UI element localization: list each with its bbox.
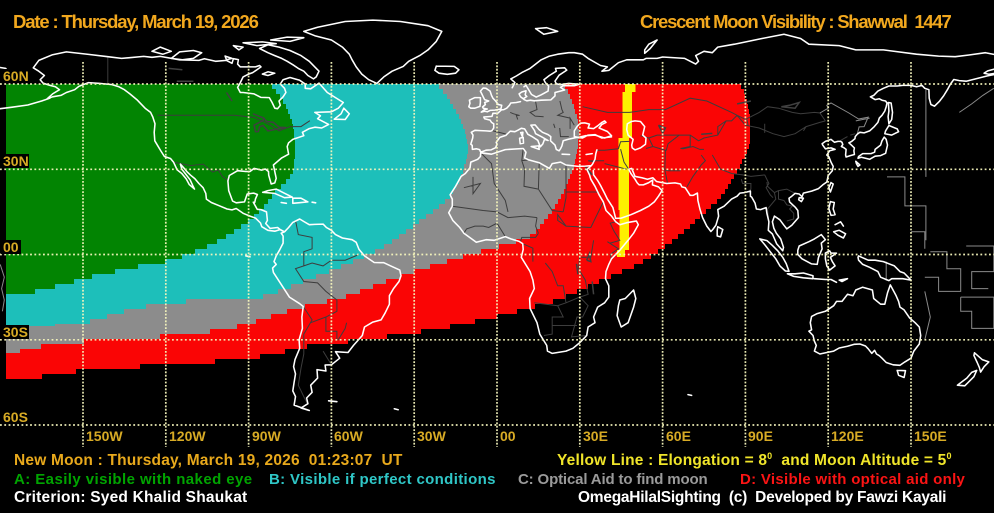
svg-text:60E: 60E <box>666 428 691 444</box>
svg-text:150E: 150E <box>914 428 947 444</box>
svg-text:90E: 90E <box>748 428 773 444</box>
svg-text:30E: 30E <box>583 428 608 444</box>
svg-text:60W: 60W <box>334 428 364 444</box>
svg-text:00: 00 <box>500 428 516 444</box>
svg-text:90W: 90W <box>252 428 282 444</box>
svg-text:30W: 30W <box>417 428 447 444</box>
svg-text:30S: 30S <box>3 324 28 340</box>
svg-text:30N: 30N <box>3 153 29 169</box>
svg-text:120W: 120W <box>169 428 206 444</box>
svg-text:60S: 60S <box>3 409 28 425</box>
svg-text:150W: 150W <box>86 428 123 444</box>
svg-text:00: 00 <box>3 239 19 255</box>
svg-text:120E: 120E <box>831 428 864 444</box>
svg-text:60N: 60N <box>3 68 29 84</box>
